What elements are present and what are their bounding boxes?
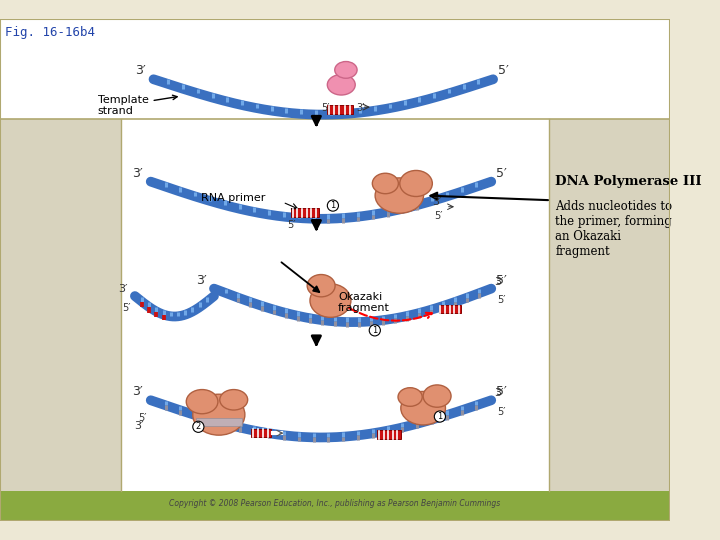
- Bar: [328, 105, 354, 113]
- Text: 3′: 3′: [132, 167, 143, 180]
- Text: Template
strand: Template strand: [98, 94, 177, 116]
- Bar: [121, 119, 549, 491]
- Ellipse shape: [335, 62, 357, 78]
- Ellipse shape: [186, 389, 218, 414]
- Bar: [0, 491, 670, 521]
- Text: Fig. 16-16b4: Fig. 16-16b4: [4, 26, 94, 39]
- Text: 3′: 3′: [134, 421, 143, 431]
- Bar: [0, 19, 670, 119]
- Bar: [0, 119, 121, 491]
- Text: RNA primer: RNA primer: [202, 193, 266, 203]
- Text: 5′: 5′: [498, 64, 508, 77]
- Ellipse shape: [220, 389, 248, 410]
- Bar: [377, 430, 401, 439]
- Text: 3′: 3′: [494, 388, 503, 399]
- Bar: [291, 208, 319, 217]
- Text: DNA Polymerase III: DNA Polymerase III: [555, 175, 702, 188]
- Text: 5′: 5′: [287, 220, 295, 229]
- Ellipse shape: [193, 394, 245, 435]
- Text: Copyright © 2008 Pearson Education, Inc., publishing as Pearson Benjamin Cumming: Copyright © 2008 Pearson Education, Inc.…: [169, 499, 500, 508]
- Text: 5′: 5′: [138, 413, 147, 423]
- Text: 1: 1: [330, 201, 336, 210]
- Circle shape: [434, 411, 446, 422]
- Bar: [549, 119, 670, 491]
- Ellipse shape: [398, 388, 422, 406]
- Ellipse shape: [423, 385, 451, 407]
- Text: 2: 2: [196, 422, 201, 431]
- Ellipse shape: [375, 178, 423, 213]
- Ellipse shape: [328, 75, 355, 95]
- Text: 5′: 5′: [321, 103, 330, 113]
- Text: Adds nucleotides to
the primer, forming
an Okazaki
fragment: Adds nucleotides to the primer, forming …: [555, 200, 672, 258]
- Text: 5′: 5′: [497, 295, 505, 305]
- Ellipse shape: [372, 173, 398, 194]
- Text: 3′: 3′: [432, 197, 441, 207]
- Text: 5′: 5′: [496, 386, 507, 399]
- Text: 3′: 3′: [494, 276, 503, 287]
- FancyArrowPatch shape: [350, 308, 432, 321]
- Text: 3′: 3′: [356, 103, 364, 113]
- Text: 5′: 5′: [496, 274, 507, 287]
- Bar: [251, 429, 271, 437]
- Text: 1: 1: [437, 412, 443, 421]
- Circle shape: [328, 200, 338, 211]
- Text: 3′: 3′: [196, 274, 207, 287]
- Bar: [438, 305, 461, 313]
- Text: 1: 1: [372, 326, 377, 335]
- Ellipse shape: [401, 392, 446, 425]
- Text: 3′: 3′: [132, 386, 143, 399]
- Text: 5′: 5′: [497, 407, 505, 417]
- Text: 5′: 5′: [435, 211, 444, 221]
- Ellipse shape: [307, 274, 335, 297]
- Circle shape: [193, 421, 204, 433]
- Circle shape: [369, 325, 380, 336]
- Bar: [196, 418, 242, 426]
- Text: 5′: 5′: [122, 303, 131, 314]
- Text: Okazaki
fragment: Okazaki fragment: [338, 292, 390, 313]
- Text: 3′: 3′: [118, 284, 127, 294]
- Ellipse shape: [400, 171, 432, 197]
- Text: 3′: 3′: [135, 64, 146, 77]
- Ellipse shape: [310, 284, 351, 318]
- Text: 5′: 5′: [496, 167, 507, 180]
